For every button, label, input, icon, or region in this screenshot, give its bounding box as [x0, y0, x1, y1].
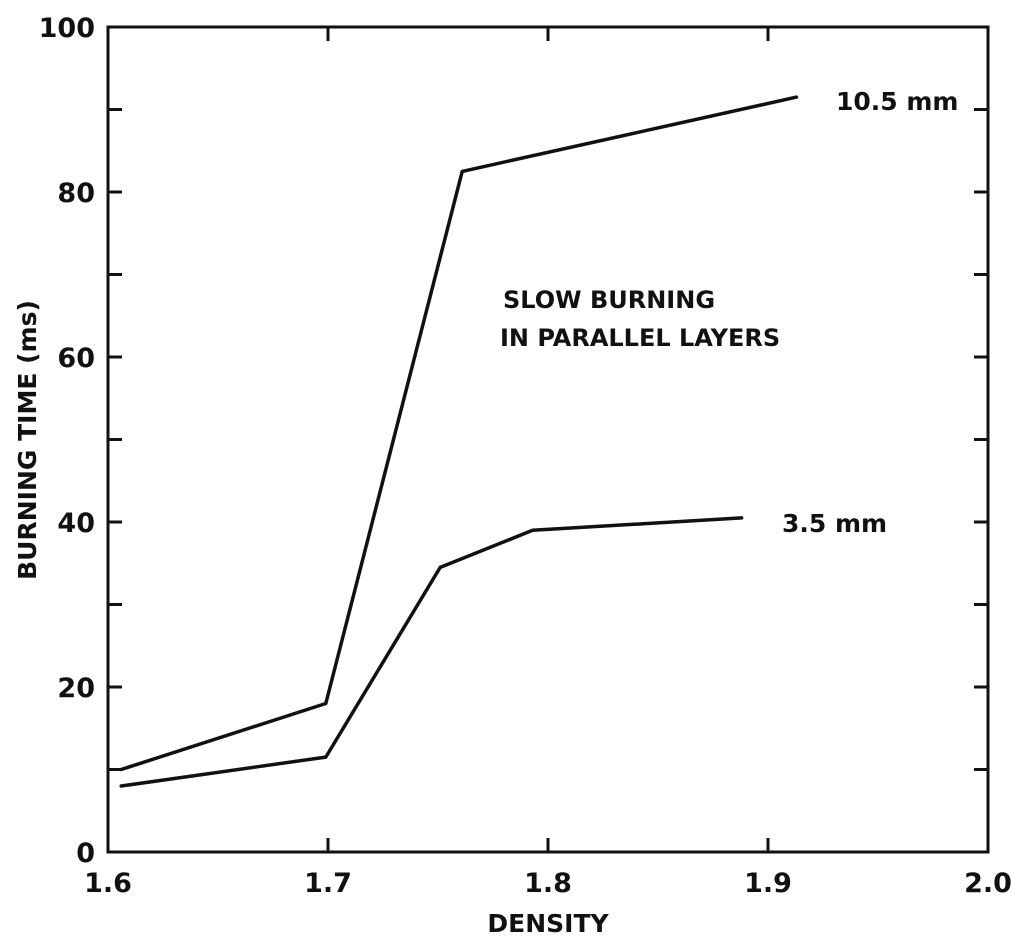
series-line-1: [119, 95, 799, 772]
x-tick-label: 1.7: [304, 868, 352, 899]
series-layer: [119, 95, 799, 788]
y-axis-title: BURNING TIME (ms): [13, 300, 42, 580]
axis-ticks: [106, 25, 990, 854]
annotation-line-2: IN PARALLEL LAYERS: [500, 324, 780, 352]
annotation: SLOW BURNING IN PARALLEL LAYERS: [500, 286, 780, 352]
x-axis-title: DENSITY: [487, 909, 609, 938]
annotation-line-1: SLOW BURNING: [503, 286, 715, 314]
y-tick-label: 20: [57, 673, 95, 704]
y-tick-label: 100: [39, 13, 95, 44]
x-tick-labels: 1.6 1.7 1.8 1.9 2.0: [84, 868, 1012, 899]
y-tick-label: 80: [57, 178, 95, 209]
series-line-2: [119, 516, 744, 788]
series-label-3-5-mm: 3.5 mm: [782, 509, 887, 538]
series-label-10-5-mm: 10.5 mm: [836, 87, 959, 116]
x-tick-label: 1.9: [744, 868, 792, 899]
y-tick-label: 0: [76, 838, 95, 869]
x-tick-label: 2.0: [964, 868, 1012, 899]
y-tick-labels: 0 20 40 60 80 100: [39, 13, 95, 869]
y-tick-label: 40: [57, 508, 95, 539]
y-tick-label: 60: [57, 343, 95, 374]
x-tick-label: 1.8: [524, 868, 572, 899]
x-tick-label: 1.6: [84, 868, 132, 899]
